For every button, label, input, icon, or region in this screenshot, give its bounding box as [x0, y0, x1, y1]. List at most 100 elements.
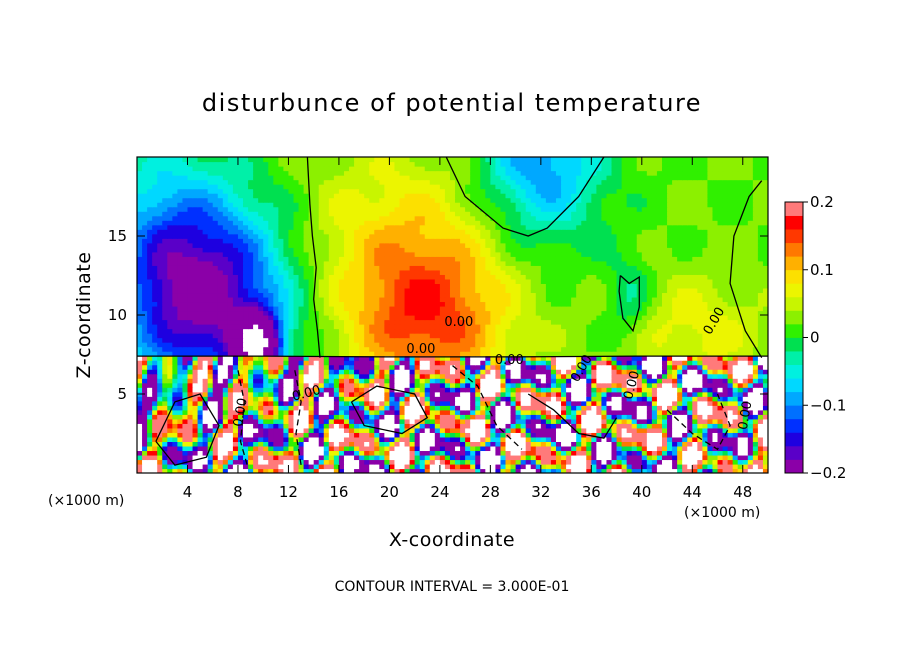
heatmap-cell	[460, 364, 466, 370]
heatmap-cell	[394, 454, 401, 461]
heatmap-cell	[364, 405, 370, 411]
heatmap-cell	[631, 432, 638, 438]
heatmap-cell	[611, 378, 618, 384]
heatmap-cell	[515, 305, 522, 312]
heatmap-cell	[192, 454, 199, 461]
heatmap-cell	[757, 463, 764, 470]
heatmap-cell	[419, 400, 426, 406]
heatmap-cell	[601, 373, 608, 379]
heatmap-cell	[586, 360, 592, 366]
heatmap-cell	[313, 396, 320, 402]
heatmap-cell	[566, 468, 572, 473]
heatmap-cell	[596, 301, 603, 307]
heatmap-cell	[374, 418, 380, 424]
heatmap-cell	[591, 324, 597, 330]
heatmap-cell	[651, 301, 658, 307]
heatmap-cell	[495, 405, 502, 411]
heatmap-cell	[596, 382, 603, 388]
heatmap-cell	[525, 360, 532, 366]
heatmap-cell	[177, 450, 184, 456]
heatmap-cell	[217, 396, 224, 402]
heatmap-cell	[369, 459, 375, 465]
heatmap-cell	[732, 373, 739, 379]
heatmap-cell	[308, 346, 315, 352]
heatmap-cell	[555, 315, 562, 321]
heatmap-cell	[268, 333, 274, 339]
heatmap-cell	[661, 445, 668, 452]
heatmap-cell	[207, 333, 214, 339]
heatmap-cell	[611, 445, 618, 452]
heatmap-cell	[404, 378, 411, 384]
heatmap-cell	[490, 296, 497, 303]
heatmap-cell	[621, 432, 628, 438]
heatmap-cell	[636, 432, 643, 438]
heatmap-cell	[212, 364, 219, 370]
heatmap-cell	[298, 305, 305, 312]
heatmap-cell	[682, 378, 688, 384]
heatmap-cell	[298, 342, 305, 348]
heatmap-cell	[379, 310, 385, 316]
heatmap-cell	[172, 436, 178, 442]
heatmap-cell	[535, 400, 542, 406]
heatmap-cell	[409, 360, 416, 366]
heatmap-cell	[757, 450, 764, 456]
heatmap-cell	[338, 315, 345, 321]
heatmap-cell	[338, 346, 345, 352]
heatmap-cell	[606, 459, 613, 465]
heatmap-cell	[197, 360, 204, 366]
heatmap-cell	[197, 292, 204, 298]
heatmap-cell	[248, 418, 254, 424]
heatmap-cell	[343, 324, 350, 330]
heatmap-cell	[646, 454, 653, 461]
heatmap-cell	[444, 305, 451, 312]
heatmap-cell	[258, 391, 264, 397]
heatmap-cell	[530, 333, 537, 339]
heatmap-cell	[303, 436, 310, 442]
heatmap-cell	[510, 405, 517, 411]
heatmap-cell	[157, 414, 163, 420]
heatmap-cell	[611, 360, 618, 366]
heatmap-cell	[379, 346, 385, 352]
heatmap-cell	[374, 468, 380, 473]
heatmap-cell	[237, 355, 244, 361]
heatmap-cell	[384, 414, 390, 420]
heatmap-cell	[232, 333, 239, 339]
heatmap-cell	[192, 342, 199, 348]
heatmap-cell	[530, 328, 537, 334]
heatmap-cell	[677, 310, 683, 316]
heatmap-cell	[414, 315, 421, 321]
heatmap-cell	[571, 450, 577, 456]
heatmap-cell	[212, 382, 219, 388]
heatmap-cell	[561, 436, 567, 442]
heatmap-cell	[651, 305, 658, 312]
heatmap-cell	[278, 427, 284, 433]
heatmap-cell	[576, 324, 582, 330]
heatmap-cell	[621, 436, 628, 442]
heatmap-cell	[707, 436, 714, 442]
heatmap-cell	[268, 369, 274, 375]
heatmap-cell	[460, 454, 466, 461]
heatmap-cell	[298, 337, 305, 343]
heatmap-cell	[530, 342, 537, 348]
heatmap-cell	[384, 432, 390, 438]
heatmap-cell	[424, 364, 431, 370]
heatmap-cell	[566, 441, 572, 447]
heatmap-cell	[545, 373, 552, 379]
heatmap-cell	[278, 445, 284, 452]
heatmap-cell	[343, 423, 350, 429]
heatmap-cell	[349, 391, 355, 397]
heatmap-cell	[576, 378, 582, 384]
heatmap-cell	[384, 423, 390, 429]
heatmap-cell	[465, 414, 471, 420]
heatmap-cell	[717, 292, 724, 298]
heatmap-cell	[379, 319, 385, 325]
heatmap-cell	[147, 409, 153, 415]
heatmap-cell	[485, 418, 491, 424]
heatmap-cell	[222, 310, 229, 316]
heatmap-cell	[328, 450, 335, 456]
heatmap-cell	[586, 454, 592, 461]
heatmap-cell	[288, 324, 295, 330]
heatmap-cell	[535, 315, 542, 321]
heatmap-cell	[359, 373, 365, 379]
heatmap-cell	[707, 400, 714, 406]
